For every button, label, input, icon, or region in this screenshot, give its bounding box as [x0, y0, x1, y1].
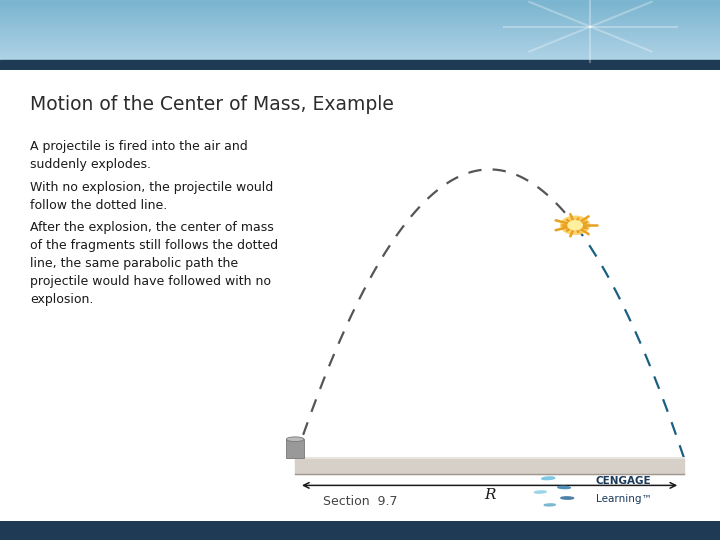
Bar	[0, 45, 720, 46]
Bar	[0, 35, 720, 37]
Text: Section  9.7: Section 9.7	[323, 496, 397, 509]
Bar	[0, 37, 720, 38]
Text: A projectile is fired into the air and
suddenly explodes.: A projectile is fired into the air and s…	[30, 140, 248, 171]
Bar	[0, 12, 720, 14]
Bar	[0, 60, 720, 62]
Text: Learning™: Learning™	[595, 495, 652, 504]
Bar	[0, 14, 720, 16]
Bar	[0, 19, 720, 21]
Bar	[0, 32, 720, 33]
Bar	[0, 18, 720, 19]
Bar	[0, 39, 720, 40]
Bar	[0, 38, 720, 39]
Bar	[0, 60, 720, 70]
Bar	[0, 5, 720, 7]
Bar	[0, 16, 720, 17]
Bar	[0, 33, 720, 35]
Bar	[0, 21, 720, 23]
Text: CENGAGE: CENGAGE	[595, 476, 652, 486]
Bar	[0, 53, 720, 55]
Ellipse shape	[541, 477, 554, 480]
Bar	[0, 65, 720, 66]
Bar	[0, 3, 720, 4]
Bar	[0, 0, 720, 2]
Bar	[0, 23, 720, 24]
Bar	[0, 30, 720, 31]
Bar	[0, 4, 720, 5]
Bar	[0, 40, 720, 42]
Bar	[0, 9, 720, 10]
Bar	[0, 62, 720, 63]
Ellipse shape	[544, 504, 555, 506]
Bar	[0, 51, 720, 52]
Bar	[0, 63, 720, 65]
Bar	[0, 2, 720, 3]
Bar	[0, 69, 720, 70]
Bar	[0, 11, 720, 12]
Bar	[0, 7, 720, 9]
Bar	[0, 24, 720, 25]
Bar	[0, 46, 720, 48]
Bar	[0, 66, 720, 68]
Bar	[0, 49, 720, 51]
Bar	[0, 28, 720, 30]
Circle shape	[561, 216, 590, 234]
Bar	[0, 44, 720, 45]
Ellipse shape	[534, 491, 546, 493]
Bar	[287, 439, 304, 458]
Circle shape	[568, 221, 582, 230]
Bar	[0, 25, 720, 26]
Text: After the explosion, the center of mass
of the fragments still follows the dotte: After the explosion, the center of mass …	[30, 221, 279, 306]
Bar	[0, 42, 720, 44]
Bar	[0, 52, 720, 53]
Text: R: R	[484, 488, 495, 502]
Bar	[295, 458, 684, 474]
Bar	[0, 58, 720, 59]
Bar	[0, 17, 720, 18]
Bar	[0, 56, 720, 58]
Bar	[0, 10, 720, 11]
Text: Motion of the Center of Mass, Example: Motion of the Center of Mass, Example	[30, 95, 394, 114]
Ellipse shape	[561, 497, 574, 499]
Text: With no explosion, the projectile would
follow the dotted line.: With no explosion, the projectile would …	[30, 181, 274, 212]
Ellipse shape	[287, 437, 304, 442]
Ellipse shape	[558, 487, 570, 489]
Bar	[0, 59, 720, 60]
Bar	[0, 31, 720, 32]
Bar	[0, 48, 720, 49]
Bar	[0, 26, 720, 28]
Bar	[0, 55, 720, 56]
Bar	[0, 68, 720, 69]
